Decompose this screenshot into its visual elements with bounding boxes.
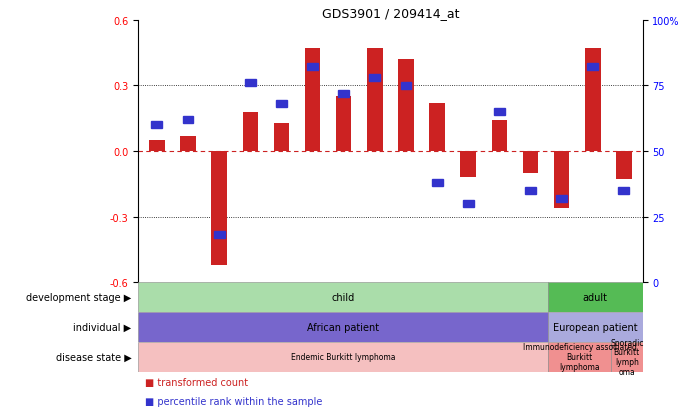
Text: adult: adult [583,292,608,302]
Bar [182,116,193,123]
Bar [138,282,548,312]
Text: Immunodeficiency associated
Burkitt
lymphoma: Immunodeficiency associated Burkitt lymp… [522,343,636,371]
Bar [307,64,318,71]
Text: individual ▶: individual ▶ [73,322,131,332]
Bar [494,109,505,116]
Bar [463,200,474,207]
Bar [138,312,548,342]
Bar [587,64,598,71]
Bar [556,195,567,202]
Bar [525,188,536,195]
Bar [274,123,290,152]
Bar [585,49,600,152]
Bar [243,112,258,152]
Bar [339,90,349,97]
Bar [616,152,632,180]
Bar [138,342,548,372]
Text: European patient: European patient [553,322,638,332]
Bar [460,152,476,178]
Bar [398,60,414,152]
Bar [336,97,352,152]
Bar [211,152,227,265]
Bar [429,104,445,152]
Bar [491,121,507,152]
Title: GDS3901 / 209414_at: GDS3901 / 209414_at [322,7,459,19]
Text: Endemic Burkitt lymphoma: Endemic Burkitt lymphoma [291,352,395,361]
Bar [618,188,630,195]
Bar [149,141,164,152]
Text: ■ transformed count: ■ transformed count [145,377,248,387]
Bar [245,80,256,87]
Bar [523,152,538,173]
Bar [432,180,442,187]
Bar [611,342,643,372]
Bar [305,49,321,152]
Text: development stage ▶: development stage ▶ [26,292,131,302]
Text: child: child [332,292,354,302]
Bar [180,136,196,152]
Text: disease state ▶: disease state ▶ [55,352,131,362]
Bar [401,83,411,90]
Bar [548,282,643,312]
Bar [276,101,287,108]
Text: Sporadic
Burkitt
lymph
oma: Sporadic Burkitt lymph oma [610,338,643,376]
Bar [548,312,643,342]
Text: ■ percentile rank within the sample: ■ percentile rank within the sample [145,396,323,406]
Bar [554,152,569,208]
Bar [214,232,225,239]
Bar [367,49,383,152]
Bar [548,342,611,372]
Text: African patient: African patient [307,322,379,332]
Bar [151,122,162,129]
Bar [370,75,380,82]
